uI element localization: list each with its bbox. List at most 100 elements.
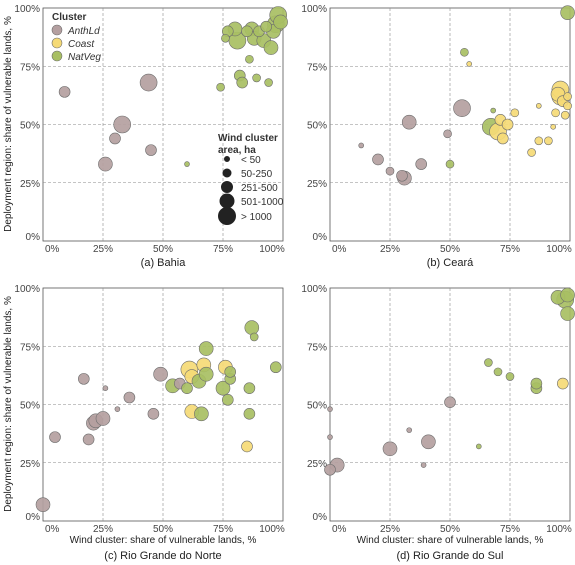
x-tick-label: 25%	[93, 524, 113, 535]
data-point-anthld	[385, 166, 395, 176]
data-point-coast	[466, 61, 473, 67]
y-tick-label: 0%	[26, 232, 41, 243]
data-point-anthld	[98, 156, 113, 172]
x-tick-label: 0%	[45, 244, 60, 255]
x-tick-label: 50%	[440, 524, 460, 535]
data-point-natveg	[243, 382, 256, 394]
data-point-natveg	[249, 332, 259, 342]
data-point-natveg	[273, 14, 288, 30]
y-tick-label: 75%	[20, 342, 40, 353]
data-point-natveg	[215, 380, 231, 396]
data-points	[324, 287, 575, 476]
data-points	[35, 320, 282, 512]
panel-title: (d) Rio Grande do Sul	[397, 550, 504, 562]
y-tick-label: 50%	[20, 401, 40, 412]
size-legend-label: 50-250	[241, 169, 273, 180]
x-tick-label: 75%	[500, 244, 520, 255]
data-point-anthld	[49, 431, 61, 443]
x-tick-label: 25%	[380, 244, 400, 255]
data-point-natveg	[221, 33, 230, 43]
tick-labels: 0% 0% 25% 25% 50% 50% 75% 75% 100% 100%	[14, 284, 284, 535]
data-point-natveg	[243, 408, 256, 420]
size-legend-title-line1: Wind cluster	[218, 133, 278, 144]
data-point-coast	[563, 101, 572, 111]
y-tick-label: 25%	[307, 459, 327, 470]
y-tick-label: 25%	[20, 459, 40, 470]
data-point-anthld	[453, 99, 471, 117]
data-point-natveg	[216, 82, 225, 92]
data-point-natveg	[493, 367, 503, 377]
grid-lines	[330, 288, 570, 521]
y-tick-label: 100%	[14, 284, 40, 295]
y-tick-label: 50%	[307, 121, 327, 132]
size-legend-label: 251-500	[241, 183, 278, 194]
size-legend-circle	[222, 168, 232, 178]
y-tick-label: 0%	[26, 512, 41, 523]
data-point-anthld	[415, 158, 428, 170]
x-tick-label: 100%	[259, 244, 285, 255]
data-point-natveg	[241, 25, 253, 38]
data-point-anthld	[58, 86, 71, 98]
data-point-anthld	[82, 433, 95, 446]
tick-labels: 0% 0% 25% 25% 50% 50% 75% 75% 100% 100%	[301, 4, 571, 255]
y-axis-title-bottom: Deployment region: share of vulnerable l…	[3, 296, 14, 512]
y-tick-label: 100%	[301, 4, 327, 15]
y-tick-label: 0%	[313, 232, 328, 243]
data-point-natveg	[264, 78, 273, 87]
panel-rio-grande-do-norte: 0% 0% 25% 25% 50% 50% 75% 75% 100% 100% (c) Rio G…	[14, 284, 284, 562]
data-point-natveg	[263, 40, 279, 55]
x-tick-label: 0%	[332, 244, 347, 255]
data-point-natveg	[222, 394, 234, 406]
data-point-natveg	[224, 366, 236, 378]
y-tick-label: 50%	[307, 401, 327, 412]
data-point-coast	[534, 136, 544, 146]
data-point-anthld	[443, 129, 452, 139]
data-point-coast	[544, 136, 553, 146]
panel-title: (c) Rio Grande do Norte	[104, 550, 221, 562]
data-point-coast	[563, 92, 572, 101]
data-point-natveg	[181, 382, 193, 394]
data-point-anthld	[35, 497, 51, 512]
cluster-legend-title: Cluster	[52, 12, 87, 23]
data-point-natveg	[445, 159, 455, 169]
data-point-natveg	[490, 107, 497, 114]
y-tick-label: 50%	[20, 121, 40, 132]
size-legend-label: < 50	[241, 155, 261, 166]
data-point-coast	[551, 108, 560, 118]
data-point-natveg	[198, 366, 214, 382]
data-point-coast	[501, 118, 514, 131]
panel-title: (a) Bahia	[141, 257, 187, 269]
legend-swatch-coast	[51, 37, 63, 49]
panel-title: (b) Ceará	[427, 257, 474, 269]
data-point-anthld	[78, 373, 90, 385]
size-legend-circle	[221, 181, 233, 193]
data-point-anthld	[114, 406, 121, 412]
size-legend-circle	[219, 193, 235, 209]
legend-label-coast: Coast	[68, 39, 95, 50]
data-point-anthld	[358, 142, 365, 149]
tick-labels: 0% 0% 25% 25% 50% 50% 75% 75% 100% 100%	[14, 4, 284, 255]
panel-ceara: 0% 0% 25% 25% 50% 50% 75% 75% 100% 100% (b) Ceará	[301, 4, 575, 269]
data-point-anthld	[324, 463, 336, 476]
data-point-anthld	[327, 406, 333, 412]
data-point-anthld	[139, 73, 158, 92]
x-axis-title-left: Wind cluster: share of vulnerable lands,…	[70, 535, 257, 546]
y-tick-label: 75%	[20, 62, 40, 73]
data-point-natveg	[184, 161, 190, 167]
data-point-anthld	[372, 153, 384, 166]
x-tick-label: 75%	[213, 244, 233, 255]
data-point-coast	[556, 377, 569, 390]
data-point-natveg	[244, 320, 260, 335]
data-point-coast	[560, 110, 570, 120]
x-tick-label: 75%	[213, 524, 233, 535]
data-point-natveg	[198, 341, 214, 356]
cluster-legend: Cluster AnthLd Coast NatVeg	[51, 12, 101, 63]
data-point-anthld	[123, 391, 136, 404]
size-legend-label: > 1000	[241, 212, 272, 223]
y-tick-label: 25%	[307, 179, 327, 190]
data-points	[358, 5, 575, 186]
data-point-coast	[496, 132, 509, 145]
legend-label-anthld: AnthLd	[67, 26, 100, 37]
legend-swatch-anthld	[51, 24, 63, 36]
data-point-anthld	[145, 144, 157, 156]
